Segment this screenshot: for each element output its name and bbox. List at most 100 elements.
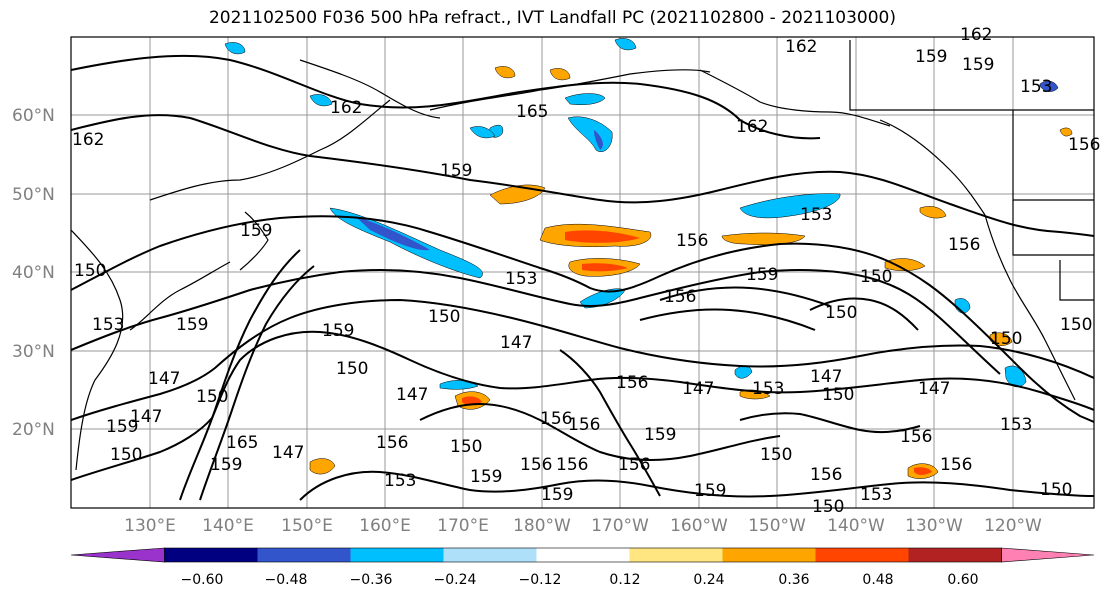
contour-label: 159 <box>210 455 242 475</box>
contour-label: 162 <box>330 98 362 118</box>
colorbar-segment <box>722 548 816 562</box>
lon-label: 150°E <box>281 516 333 536</box>
contour-label: 159 <box>915 47 947 67</box>
lon-label: 160°E <box>359 516 411 536</box>
contour-label: 147 <box>810 367 842 387</box>
contour-label: 165 <box>516 102 548 122</box>
lon-label: 120°W <box>984 516 1042 536</box>
contour-label: 159 <box>541 485 573 505</box>
colorbar-ticks: −0.60 −0.48 −0.36 −0.24 −0.12 0.12 0.24 … <box>181 572 979 588</box>
contour-label: 147 <box>682 379 714 399</box>
contour-label: 150 <box>336 359 368 379</box>
colorbar-tick: 0.48 <box>862 572 893 588</box>
latitude-labels: 60°N 50°N 40°N 30°N 20°N <box>12 106 55 440</box>
lon-label: 170°E <box>437 516 489 536</box>
contour-label: 147 <box>396 385 428 405</box>
colorbar-outline <box>164 547 1002 563</box>
contour-label: 159 <box>106 417 138 437</box>
contour-label: 159 <box>440 161 472 181</box>
colorbar-tick: 0.12 <box>609 572 640 588</box>
contour-label: 150 <box>1040 480 1072 500</box>
lat-label: 30°N <box>12 342 55 362</box>
colorbar-segment <box>257 548 351 562</box>
lon-label: 170°W <box>591 516 649 536</box>
contour-label: 150 <box>1060 315 1092 335</box>
colorbar-segment <box>350 548 444 562</box>
lon-label: 160°W <box>670 516 728 536</box>
contour-label: 162 <box>960 25 992 45</box>
colorbar-tick: 0.60 <box>947 572 978 588</box>
contour-label: 153 <box>1000 415 1032 435</box>
contour-label: 150 <box>450 437 482 457</box>
longitude-labels: 130°E 140°E 150°E 160°E 170°E 180°W 170°… <box>124 516 1042 536</box>
contour-label: 156 <box>540 409 572 429</box>
contour-label: 150 <box>990 329 1022 349</box>
contour-label: 156 <box>376 433 408 453</box>
contour-label: 150 <box>812 497 844 517</box>
colorbar <box>70 547 1095 563</box>
contour-label: 147 <box>500 333 532 353</box>
contour-label: 156 <box>664 287 696 307</box>
contour-label: 156 <box>900 427 932 447</box>
colorbar-segment <box>443 548 537 562</box>
contour-label: 150 <box>825 303 857 323</box>
contour-label: 156 <box>948 235 980 255</box>
lon-label: 180°W <box>513 516 571 536</box>
contour-label: 153 <box>505 269 537 289</box>
lat-label: 50°N <box>12 185 55 205</box>
contour-label: 153 <box>384 471 416 491</box>
colorbar-extend-high <box>1001 547 1095 563</box>
lon-label: 150°W <box>748 516 806 536</box>
contour-label: 159 <box>176 315 208 335</box>
contour-label: 156 <box>940 455 972 475</box>
contour-label: 156 <box>556 455 588 475</box>
contour-label: 153 <box>1020 77 1052 97</box>
lon-label: 140°W <box>827 516 885 536</box>
contour-label: 156 <box>520 455 552 475</box>
colorbar-tick: −0.60 <box>181 572 224 588</box>
refractivity-contours <box>71 54 1094 501</box>
colorbar-tick: −0.48 <box>265 572 308 588</box>
contour-label: 150 <box>74 261 106 281</box>
contour-label: 153 <box>800 205 832 225</box>
colorbar-tick: 0.24 <box>693 572 724 588</box>
colorbar-tick: 0.36 <box>778 572 809 588</box>
contour-label: 159 <box>240 221 272 241</box>
contour-labels: 162 159 165 162 159 156 153 150 147 159 … <box>72 25 1100 517</box>
colorbar-segment <box>536 548 630 562</box>
contour-label: 150 <box>428 307 460 327</box>
colorbar-segment <box>164 548 258 562</box>
lat-label: 40°N <box>12 263 55 283</box>
contour-label: 150 <box>196 387 228 407</box>
colorbar-tick: −0.12 <box>519 572 562 588</box>
colorbar-tick: −0.36 <box>350 572 393 588</box>
contour-label: 159 <box>470 467 502 487</box>
contour-label: 150 <box>822 385 854 405</box>
contour-label: 147 <box>148 369 180 389</box>
lon-label: 130°E <box>124 516 176 536</box>
lon-label: 130°W <box>905 516 963 536</box>
lat-label: 60°N <box>12 106 55 126</box>
contour-label: 162 <box>72 130 104 150</box>
contour-label: 162 <box>736 117 768 137</box>
lat-label: 20°N <box>12 420 55 440</box>
contour-label: 150 <box>760 445 792 465</box>
contour-label: 150 <box>110 445 142 465</box>
contour-label: 159 <box>644 425 676 445</box>
contour-label: 159 <box>746 265 778 285</box>
contour-label: 156 <box>616 373 648 393</box>
contour-label: 156 <box>618 455 650 475</box>
contour-label: 156 <box>810 465 842 485</box>
contour-label: 156 <box>568 415 600 435</box>
map-title: 2021102500 F036 500 hPa refract., IVT La… <box>208 8 896 28</box>
map-frame <box>70 36 1095 509</box>
colorbar-segment <box>908 548 1002 562</box>
contour-label: 165 <box>226 433 258 453</box>
contour-label: 159 <box>962 55 994 75</box>
contour-label: 153 <box>92 315 124 335</box>
contour-label: 159 <box>322 321 354 341</box>
contour-label: 150 <box>860 267 892 287</box>
contour-label: 156 <box>1068 135 1100 155</box>
colorbar-segment <box>629 548 723 562</box>
